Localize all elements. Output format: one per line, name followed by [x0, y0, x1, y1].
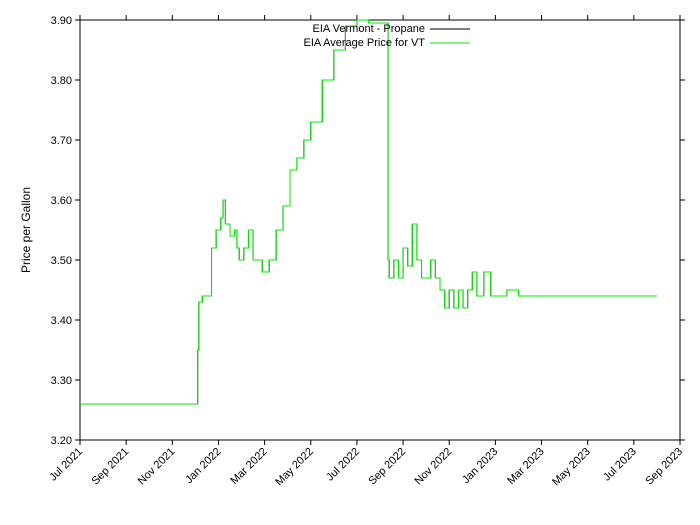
xtick-label: May 2022	[273, 446, 316, 489]
ytick-label: 3.70	[51, 135, 72, 147]
legend-label: EIA Vermont - Propane	[312, 23, 425, 35]
xtick-label: Jan 2022	[183, 446, 223, 486]
ytick-label: 3.30	[51, 375, 72, 387]
series-line	[80, 20, 657, 404]
ytick-label: 3.50	[51, 255, 72, 267]
ytick-label: 3.90	[51, 15, 72, 27]
series-line	[80, 20, 657, 404]
xtick-label: May 2023	[550, 446, 593, 489]
plot-border	[80, 20, 680, 440]
y-axis-label: Price per Gallon	[19, 187, 33, 273]
xtick-label: Nov 2022	[413, 446, 455, 488]
ytick-label: 3.80	[51, 75, 72, 87]
xtick-label: Jul 2021	[47, 446, 85, 484]
xtick-label: Sep 2023	[643, 446, 685, 488]
ytick-label: 3.40	[51, 315, 72, 327]
ytick-label: 3.60	[51, 195, 72, 207]
line-chart: 3.20 3.30 3.40 3.50 3.60 3.70 3.80 3.90 Price pe…	[0, 0, 700, 525]
legend-label: EIA Average Price for VT	[304, 37, 426, 49]
chart-container: 3.20 3.30 3.40 3.50 3.60 3.70 3.80 3.90 Price pe…	[0, 0, 700, 525]
xtick-label: Sep 2022	[366, 446, 408, 488]
xtick-label: Mar 2022	[228, 446, 269, 487]
ytick-label: 3.20	[51, 435, 72, 447]
xtick-label: Nov 2021	[136, 446, 178, 488]
xtick-label: Mar 2023	[505, 446, 546, 487]
xtick-label: Sep 2021	[89, 446, 131, 488]
xtick-label: Jul 2022	[324, 446, 362, 484]
xtick-label: Jan 2023	[460, 446, 500, 486]
xtick-label: Jul 2023	[601, 446, 639, 484]
